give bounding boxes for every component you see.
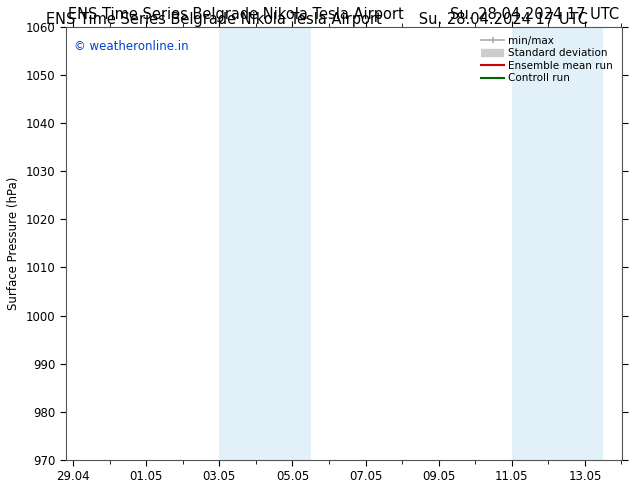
Bar — [219, 27, 256, 460]
Title: ENS Time Series Belgrade Nikola Tesla Airport          Su. 28.04.2024 17 UTC: ENS Time Series Belgrade Nikola Tesla Ai… — [68, 7, 619, 22]
Bar — [548, 27, 603, 460]
Legend: min/max, Standard deviation, Ensemble mean run, Controll run: min/max, Standard deviation, Ensemble me… — [478, 32, 616, 87]
Bar — [256, 27, 311, 460]
Y-axis label: Surface Pressure (hPa): Surface Pressure (hPa) — [7, 177, 20, 310]
Text: ENS Time Series Belgrade Nikola Tesla Airport        Su. 28.04.2024 17 UTC: ENS Time Series Belgrade Nikola Tesla Ai… — [46, 12, 588, 27]
Bar — [512, 27, 548, 460]
Text: © weatheronline.in: © weatheronline.in — [74, 40, 189, 53]
